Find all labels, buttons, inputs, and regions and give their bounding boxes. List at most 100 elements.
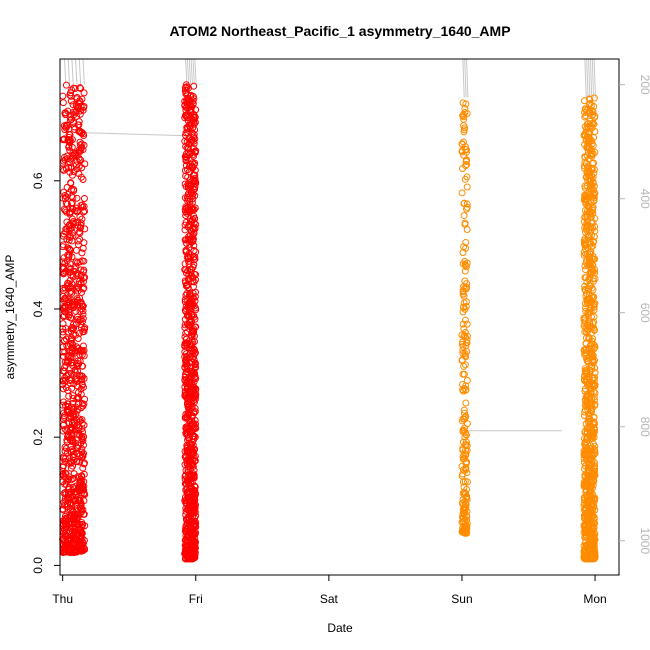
data-point — [189, 189, 197, 197]
data-point — [581, 320, 589, 328]
data-point — [60, 122, 68, 130]
data-point — [183, 429, 191, 437]
plot-frame — [59, 58, 620, 576]
data-point — [462, 263, 470, 271]
data-point — [580, 458, 588, 466]
data-point — [72, 246, 80, 254]
data-point — [73, 298, 81, 306]
pressure-line — [71, 58, 74, 85]
data-point — [459, 381, 467, 389]
data-point — [187, 504, 195, 512]
data-point — [590, 94, 598, 102]
data-point — [581, 274, 589, 282]
data-point — [580, 455, 588, 463]
data-point — [187, 528, 195, 536]
data-point — [62, 225, 70, 233]
data-point — [586, 395, 594, 403]
data-point — [71, 125, 79, 133]
data-point — [181, 475, 189, 483]
data-point — [183, 356, 191, 364]
data-point — [191, 539, 199, 547]
pressure-line — [64, 58, 67, 85]
data-point — [77, 141, 85, 149]
data-point — [59, 99, 67, 107]
data-point — [586, 261, 594, 269]
data-point — [70, 470, 78, 478]
data-point — [580, 542, 588, 550]
data-point — [591, 465, 599, 473]
data-point — [75, 329, 83, 337]
data-point — [190, 176, 198, 184]
data-point — [184, 190, 192, 198]
series-4 — [580, 94, 599, 563]
data-point — [184, 303, 192, 311]
data-point — [191, 174, 199, 182]
data-point — [181, 166, 189, 174]
data-point — [67, 448, 75, 456]
data-point — [463, 280, 471, 288]
data-point — [191, 504, 199, 512]
data-point — [187, 369, 195, 377]
data-point — [66, 506, 74, 514]
data-point — [583, 368, 591, 376]
data-point — [460, 362, 468, 370]
data-point — [64, 403, 72, 411]
data-point — [182, 279, 190, 287]
y-tick-label: 0.6 — [31, 172, 45, 189]
pressure-line — [194, 58, 197, 85]
data-point — [460, 122, 468, 130]
data-point — [187, 357, 195, 365]
data-point — [587, 313, 595, 321]
data-point — [583, 223, 591, 231]
data-point — [186, 344, 194, 352]
data-point — [460, 243, 468, 251]
data-point — [67, 179, 75, 187]
data-point — [64, 408, 72, 416]
data-point — [586, 530, 594, 538]
data-point — [65, 406, 73, 414]
data-point — [186, 240, 194, 248]
data-point — [182, 282, 190, 290]
data-point — [63, 427, 71, 435]
data-point — [64, 500, 72, 508]
data-point — [463, 320, 471, 328]
data-point — [460, 325, 468, 333]
data-point — [76, 294, 84, 302]
data-point — [461, 361, 469, 369]
data-point — [183, 83, 191, 91]
data-point — [79, 402, 87, 410]
data-point — [67, 327, 75, 335]
data-point — [591, 112, 599, 120]
data-point — [181, 376, 189, 384]
data-point — [78, 534, 86, 542]
data-point — [583, 289, 591, 297]
data-point — [63, 257, 71, 265]
data-point — [460, 212, 468, 220]
data-point — [63, 400, 71, 408]
data-point — [589, 108, 597, 116]
data-point — [72, 520, 80, 528]
data-point — [63, 548, 71, 556]
data-point — [184, 514, 192, 522]
data-point — [586, 417, 594, 425]
data-point — [66, 91, 74, 99]
data-point — [186, 150, 194, 158]
data-point — [76, 479, 84, 487]
data-point — [462, 100, 470, 108]
data-point — [189, 164, 197, 172]
data-point — [81, 207, 89, 215]
data-point — [461, 328, 469, 336]
data-point — [580, 316, 588, 324]
data-point — [582, 346, 590, 354]
data-point — [183, 144, 191, 152]
data-point — [582, 488, 590, 496]
data-point — [75, 400, 83, 408]
data-point — [581, 507, 589, 515]
data-point — [458, 165, 466, 173]
data-point — [587, 265, 595, 273]
data-point — [583, 195, 591, 203]
data-point — [181, 298, 189, 306]
data-point — [589, 142, 597, 150]
data-point — [585, 95, 593, 103]
data-point — [60, 498, 68, 506]
